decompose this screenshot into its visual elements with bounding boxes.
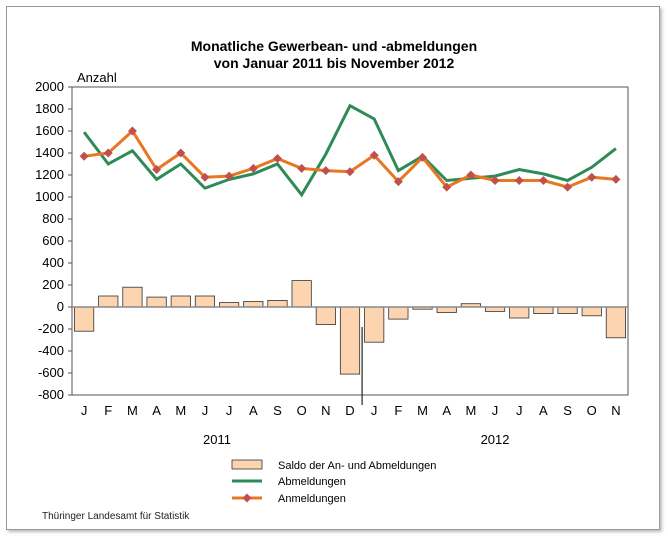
marker-anmeldungen bbox=[224, 171, 234, 181]
x-tick-label: A bbox=[539, 403, 548, 418]
marker-anmeldungen bbox=[152, 165, 162, 174]
legend-label: Anmeldungen bbox=[278, 493, 346, 505]
year-label: 2011 bbox=[203, 432, 231, 447]
bar-saldo bbox=[315, 306, 336, 326]
y-axis-label: Anzahl bbox=[77, 70, 117, 85]
bar-saldo bbox=[509, 306, 530, 319]
x-tick-label: N bbox=[321, 403, 330, 418]
marker-anmeldungen bbox=[442, 182, 452, 192]
x-tick-label: J bbox=[492, 403, 499, 418]
marker-anmeldungen bbox=[369, 150, 379, 160]
y-tick-label: 1600 bbox=[35, 123, 64, 138]
y-tick-label: 600 bbox=[42, 233, 64, 248]
marker-anmeldungen bbox=[79, 151, 89, 161]
year-label: 2012 bbox=[481, 432, 510, 447]
marker-anmeldungen bbox=[297, 163, 307, 173]
bar-saldo bbox=[436, 306, 457, 313]
y-tick-label: -200 bbox=[38, 321, 64, 336]
marker-anmeldungen bbox=[538, 176, 548, 185]
x-tick-label: M bbox=[127, 403, 138, 418]
y-tick-label: 2000 bbox=[35, 79, 64, 94]
chart-frame bbox=[6, 6, 660, 530]
x-tick-label: N bbox=[611, 403, 620, 418]
chart-title: Monatliche Gewerbean- und -abmeldungen bbox=[191, 38, 477, 54]
marker-anmeldungen bbox=[272, 154, 282, 163]
marker-anmeldungen bbox=[200, 172, 210, 182]
x-tick-label: J bbox=[226, 403, 233, 418]
bar-saldo bbox=[605, 306, 626, 339]
marker-anmeldungen bbox=[587, 172, 597, 182]
bar-saldo bbox=[194, 295, 216, 308]
bar-saldo bbox=[364, 306, 385, 343]
x-tick-label: F bbox=[394, 403, 402, 418]
bar-saldo bbox=[122, 286, 143, 308]
marker-anmeldungen bbox=[345, 167, 355, 177]
bar-saldo bbox=[291, 280, 312, 308]
x-tick-label: D bbox=[345, 403, 354, 418]
bar-saldo bbox=[170, 295, 191, 308]
x-tick-label: M bbox=[465, 403, 476, 418]
bar-saldo bbox=[146, 296, 167, 308]
y-tick-label: 400 bbox=[42, 255, 64, 270]
bar-saldo bbox=[267, 299, 288, 308]
y-tick-label: -400 bbox=[38, 343, 64, 358]
y-tick-label: 1800 bbox=[35, 101, 64, 116]
y-tick-label: 200 bbox=[42, 277, 64, 292]
x-tick-label: O bbox=[587, 403, 597, 418]
marker-anmeldungen bbox=[321, 166, 331, 176]
x-tick-label: J bbox=[81, 403, 88, 418]
x-tick-label: M bbox=[417, 403, 428, 418]
x-tick-label: F bbox=[104, 403, 112, 418]
x-tick-label: A bbox=[442, 403, 451, 418]
marker-anmeldungen bbox=[176, 148, 186, 158]
legend-label: Abmeldungen bbox=[278, 476, 346, 488]
marker-anmeldungen bbox=[103, 148, 113, 158]
marker-anmeldungen bbox=[127, 126, 137, 136]
marker-anmeldungen bbox=[514, 176, 524, 185]
x-tick-label: J bbox=[371, 403, 378, 418]
bar-saldo bbox=[533, 306, 554, 314]
line-abmeldungen bbox=[82, 103, 617, 198]
line-anmeldungen bbox=[83, 128, 617, 189]
legend-marker bbox=[242, 493, 252, 503]
x-tick-label: S bbox=[563, 403, 572, 418]
x-tick-label: M bbox=[175, 403, 186, 418]
bar-saldo bbox=[388, 306, 409, 320]
bar-saldo bbox=[74, 306, 95, 332]
x-tick-label: O bbox=[297, 403, 307, 418]
y-tick-label: 1000 bbox=[35, 189, 64, 204]
marker-anmeldungen bbox=[393, 177, 403, 187]
legend-swatch-saldo bbox=[231, 459, 263, 470]
source-note: Thüringer Landesamt für Statistik bbox=[42, 511, 190, 522]
marker-anmeldungen bbox=[490, 176, 500, 185]
y-tick-label: 0 bbox=[57, 299, 64, 314]
bar-saldo bbox=[581, 306, 602, 317]
y-tick-label: -800 bbox=[38, 387, 64, 402]
marker-anmeldungen bbox=[418, 152, 428, 162]
legend-label: Saldo der An- und Abmeldungen bbox=[278, 460, 436, 472]
y-tick-label: 800 bbox=[42, 211, 64, 226]
marker-anmeldungen bbox=[248, 163, 258, 173]
bar-saldo bbox=[98, 295, 119, 308]
x-tick-label: A bbox=[249, 403, 258, 418]
x-tick-label: S bbox=[273, 403, 282, 418]
marker-anmeldungen bbox=[466, 170, 476, 180]
bar-saldo bbox=[243, 301, 264, 308]
marker-anmeldungen bbox=[563, 182, 573, 192]
y-tick-label: 1200 bbox=[35, 167, 64, 182]
y-tick-label: -600 bbox=[38, 365, 64, 380]
y-tick-label: 1400 bbox=[35, 145, 64, 160]
x-tick-label: A bbox=[152, 403, 161, 418]
marker-anmeldungen bbox=[611, 174, 621, 184]
bar-saldo bbox=[557, 306, 578, 314]
x-tick-label: J bbox=[202, 403, 209, 418]
x-tick-label: J bbox=[516, 403, 523, 418]
bar-saldo bbox=[339, 306, 361, 375]
chart-subtitle: von Januar 2011 bis November 2012 bbox=[214, 55, 455, 71]
